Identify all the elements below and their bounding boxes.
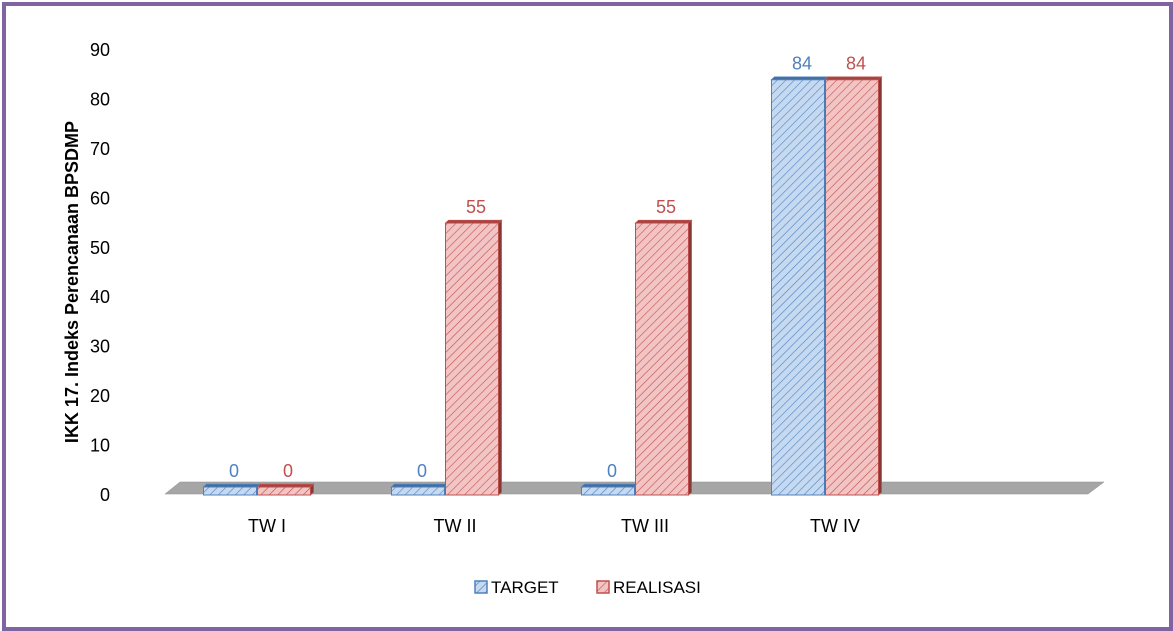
y-tick-label: 50 — [90, 238, 110, 258]
y-tick-label: 70 — [90, 139, 110, 159]
x-tick-label: TW IV — [810, 516, 860, 536]
bar-realisasi-tw-ii — [444, 219, 503, 496]
y-tick-label: 90 — [90, 40, 110, 60]
bar-target-tw-ii — [390, 483, 449, 496]
data-label: 0 — [283, 461, 293, 481]
data-label: 55 — [656, 197, 676, 217]
x-tick-label: TW III — [621, 516, 669, 536]
legend: TARGET REALISASI — [474, 578, 701, 597]
legend-swatch — [596, 580, 610, 594]
y-tick-label: 40 — [90, 287, 110, 307]
data-label: 0 — [607, 461, 617, 481]
data-label: 0 — [229, 461, 239, 481]
y-tick-label: 0 — [100, 485, 110, 505]
bar-realisasi-tw-iv — [824, 75, 883, 496]
y-tick-label: 80 — [90, 89, 110, 109]
legend-label: TARGET — [491, 578, 559, 597]
data-label: 84 — [792, 54, 812, 74]
legend-swatch — [474, 580, 488, 594]
bar-target-tw-iii — [580, 483, 639, 496]
legend-item-target: TARGET — [474, 578, 559, 597]
x-tick-label: TW I — [248, 516, 286, 536]
data-label: 84 — [846, 54, 866, 74]
y-axis-title: IKK 17. Indeks Perencanaan BPSDMP — [62, 121, 82, 443]
y-tick-label: 60 — [90, 188, 110, 208]
y-tick-label: 20 — [90, 386, 110, 406]
y-tick-label: 30 — [90, 337, 110, 357]
bar-realisasi-tw-i — [256, 483, 315, 496]
y-tick-label: 10 — [90, 436, 110, 456]
legend-label: REALISASI — [613, 578, 701, 597]
x-tick-label: TW II — [434, 516, 477, 536]
data-label: 55 — [466, 197, 486, 217]
bar-target-tw-iv — [770, 75, 829, 496]
bar-realisasi-tw-iii — [634, 219, 693, 496]
legend-item-realisasi: REALISASI — [596, 578, 701, 597]
data-label: 0 — [417, 461, 427, 481]
bar-target-tw-i — [202, 483, 261, 496]
